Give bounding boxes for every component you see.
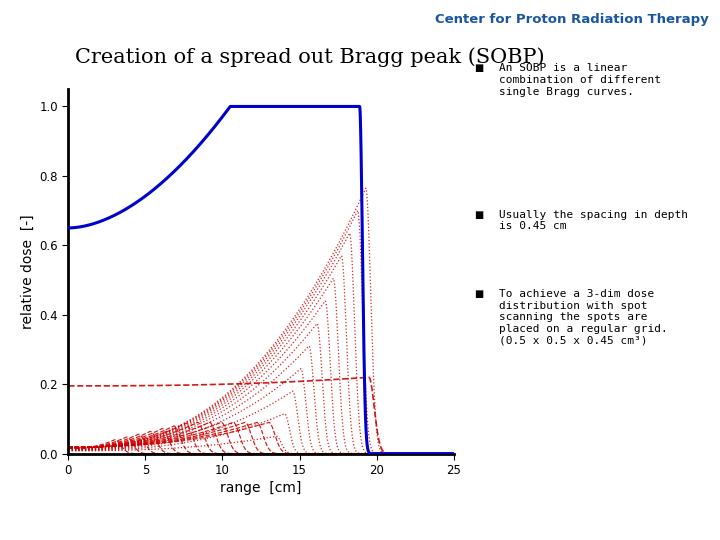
Text: Creation of a spread out Bragg peak (SOBP): Creation of a spread out Bragg peak (SOB…: [75, 47, 544, 66]
Text: Usually the spacing in depth
is 0.45 cm: Usually the spacing in depth is 0.45 cm: [499, 210, 688, 231]
Text: 5: 5: [694, 513, 702, 526]
Text: Silvan Zenklusen, PSI/ETHZ: Silvan Zenklusen, PSI/ETHZ: [256, 513, 464, 526]
Text: ■: ■: [474, 289, 484, 299]
Text: ■: ■: [474, 63, 484, 73]
Text: 02.06.2009: 02.06.2009: [11, 513, 91, 526]
X-axis label: range  [cm]: range [cm]: [220, 481, 302, 495]
Y-axis label: relative dose  [-]: relative dose [-]: [21, 214, 35, 329]
Text: ■: ■: [474, 210, 484, 220]
Text: To achieve a 3-dim dose
distribution with spot
scanning the spots are
placed on : To achieve a 3-dim dose distribution wit…: [499, 289, 668, 346]
Text: An SOBP is a linear
combination of different
single Bragg curves.: An SOBP is a linear combination of diffe…: [499, 63, 661, 97]
Text: Center for Proton Radiation Therapy: Center for Proton Radiation Therapy: [436, 13, 709, 26]
